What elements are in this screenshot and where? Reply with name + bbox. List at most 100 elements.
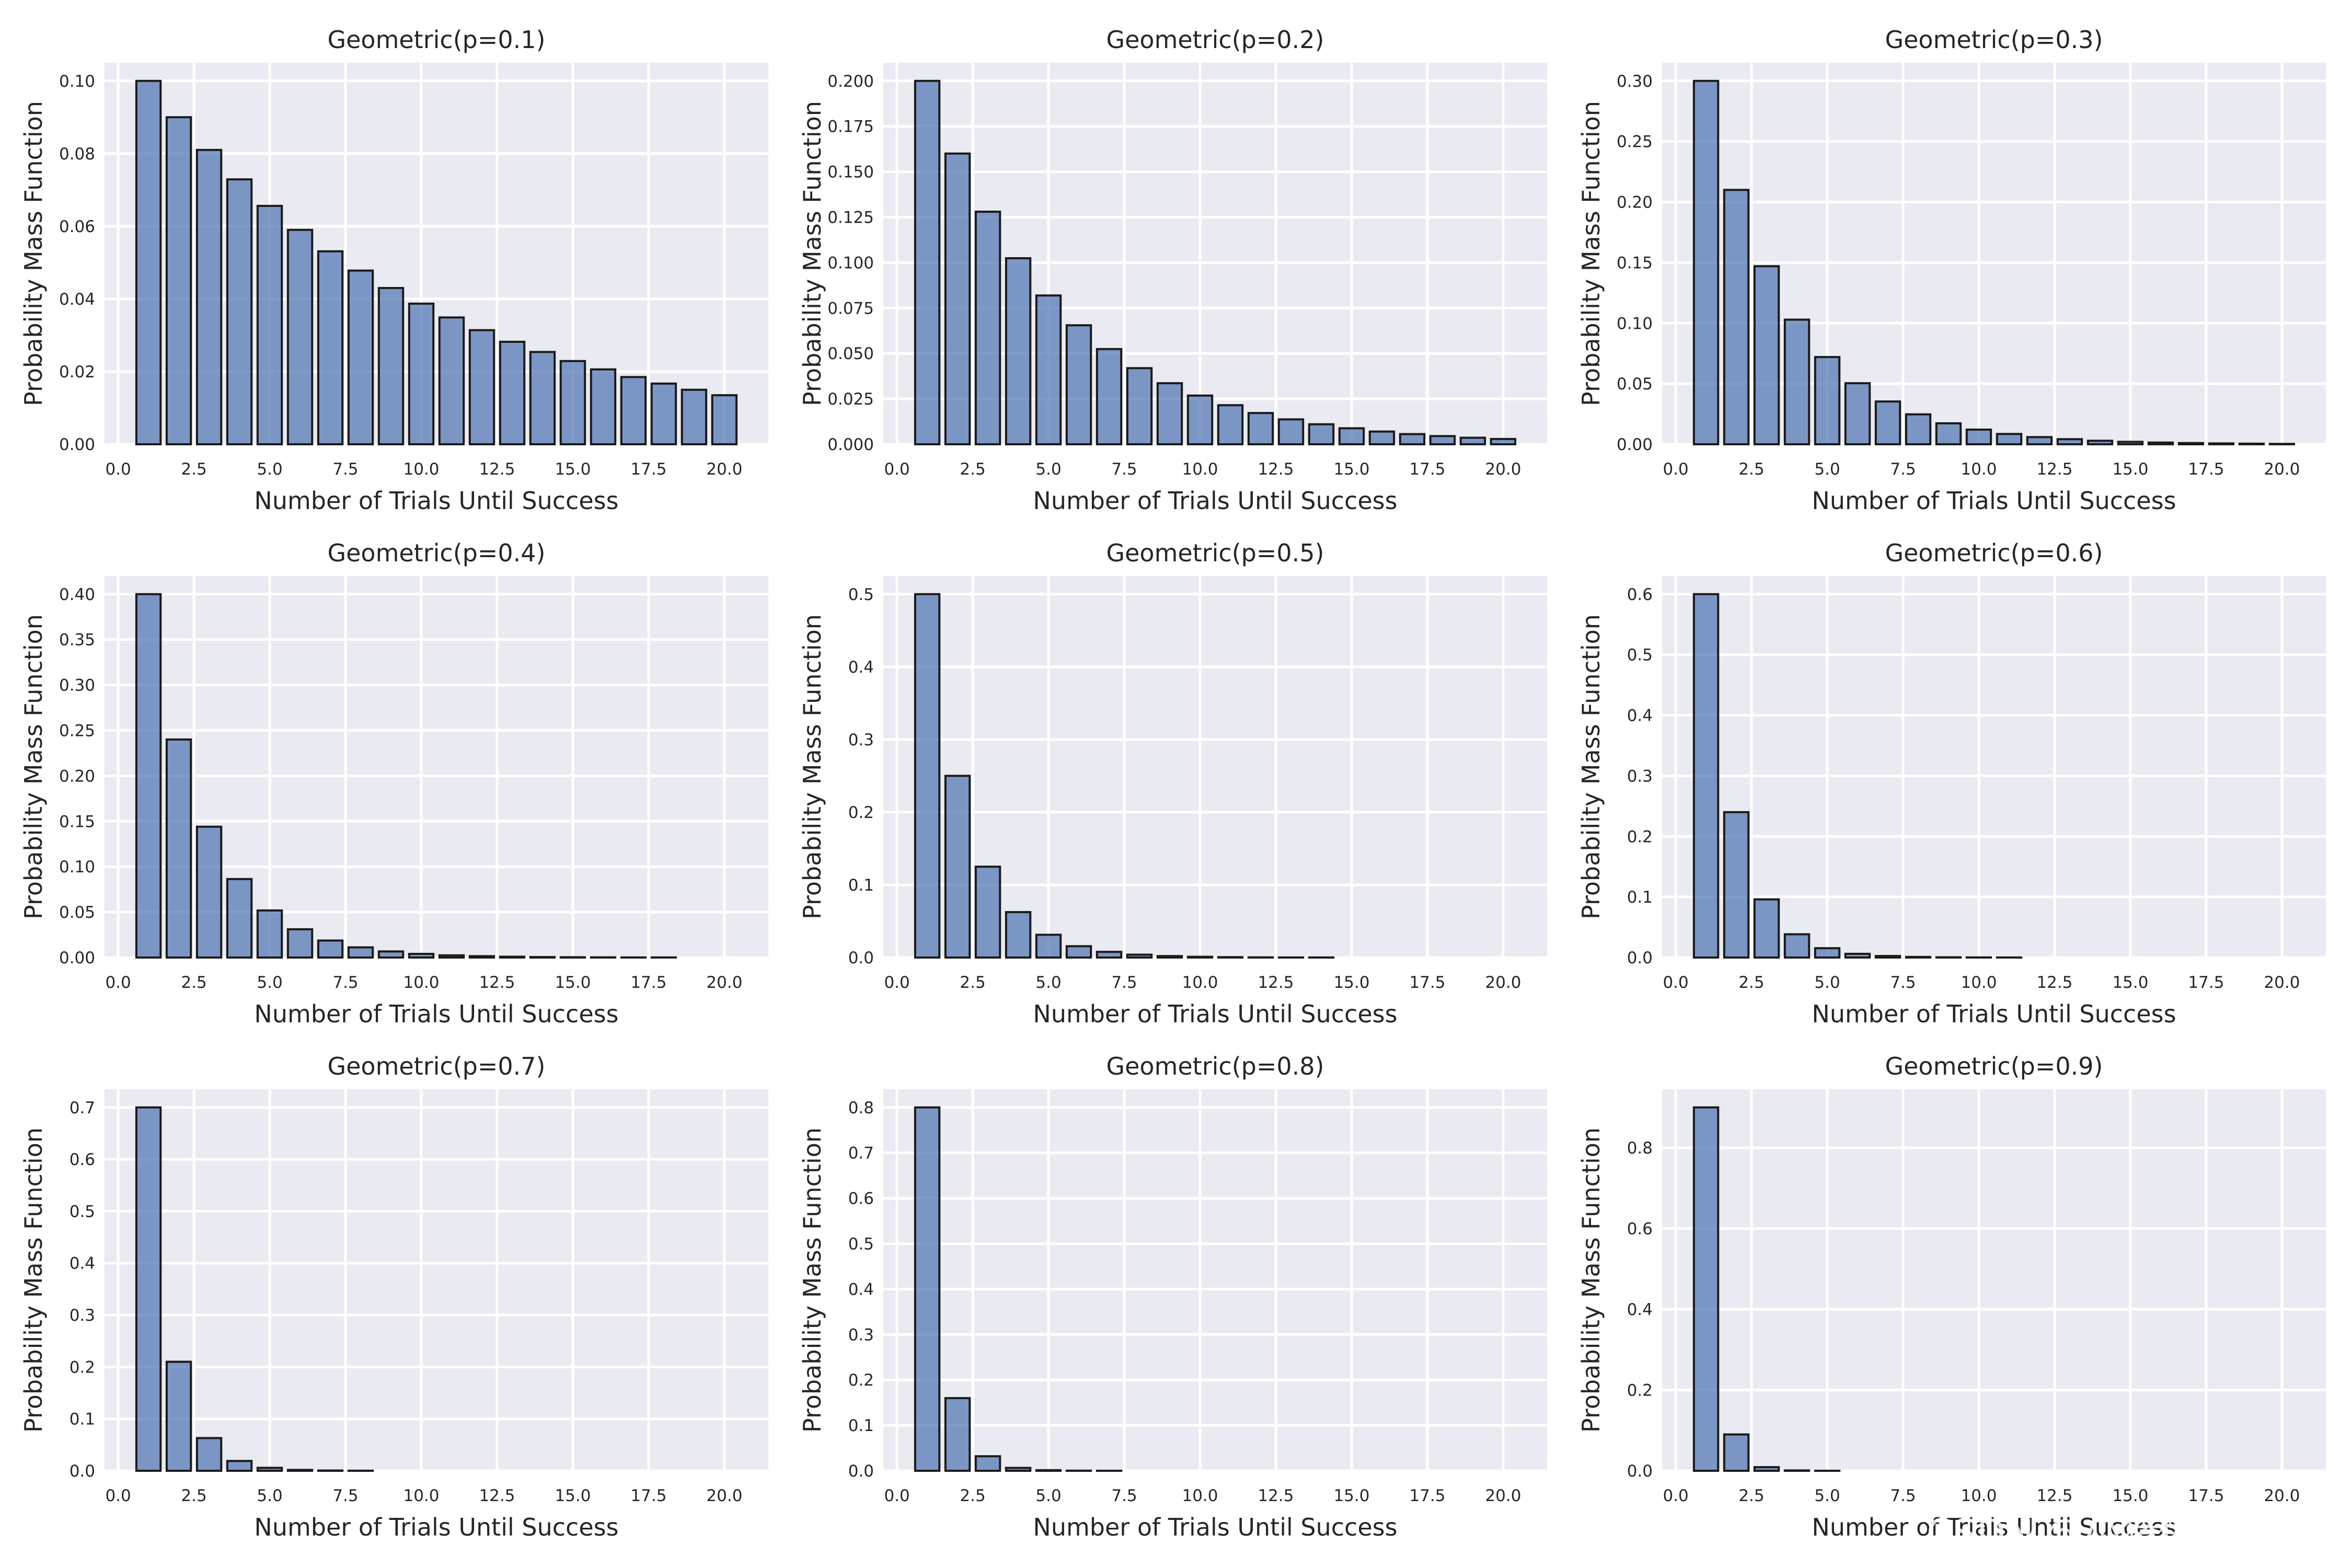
bar [1965, 428, 1992, 446]
bar [1035, 1469, 1062, 1472]
x-tick-label: 7.5 [332, 1486, 358, 1505]
x-axis-label: Number of Trials Until Success [1812, 1000, 2176, 1028]
y-axis-label: Probability Mass Function [798, 614, 826, 919]
bar [1844, 952, 1871, 959]
bar [2117, 441, 2144, 445]
x-tick-label: 0.0 [105, 460, 131, 479]
x-tick-label: 15.0 [2112, 1486, 2148, 1505]
x-tick-label: 20.0 [2264, 460, 2300, 479]
bar [1186, 394, 1214, 445]
bar [1429, 435, 1456, 445]
y-tick-label: 0.0 [1627, 949, 1653, 967]
bar [1996, 433, 2023, 445]
x-tick-label: 20.0 [2264, 1486, 2300, 1505]
x-tick-label: 0.0 [105, 973, 131, 992]
bar [1783, 1469, 1811, 1472]
x-tick-label: 5.0 [1814, 973, 1840, 992]
bar [1814, 356, 1841, 446]
bar [529, 351, 556, 446]
x-tick-label: 10.0 [1182, 460, 1218, 479]
bar [1156, 955, 1183, 959]
x-axis-label: Number of Trials Until Success [1033, 1513, 1397, 1541]
y-tick-label: 0.150 [827, 163, 874, 182]
x-tick-label: 20.0 [706, 1486, 742, 1505]
x-tick-label: 17.5 [630, 460, 666, 479]
y-tick-label: 0.00 [59, 949, 95, 967]
bar [195, 1437, 223, 1472]
y-tick-label: 0.1 [848, 1416, 874, 1435]
y-tick-label: 0.15 [1617, 253, 1653, 272]
y-tick-label: 0.175 [827, 118, 874, 136]
plot-area [1662, 576, 2326, 958]
x-tick-label: 5.0 [257, 460, 282, 479]
y-tick-label: 0.100 [827, 253, 874, 272]
bar [1459, 436, 1486, 446]
y-tick-label: 0.8 [848, 1099, 874, 1117]
y-tick-label: 0.7 [70, 1099, 95, 1117]
x-tick-label: 17.5 [2188, 460, 2224, 479]
y-tick-label: 0.0 [70, 1462, 95, 1481]
y-tick-label: 0.000 [827, 435, 874, 454]
x-tick-label: 12.5 [2036, 460, 2072, 479]
y-tick-label: 0.1 [1627, 888, 1653, 907]
x-tick-label: 2.5 [181, 973, 206, 992]
x-tick-label: 0.0 [1663, 460, 1688, 479]
bar [1874, 400, 1901, 446]
x-tick-label: 17.5 [630, 1486, 666, 1505]
plot-area [105, 1089, 768, 1471]
x-tick-label: 20.0 [1485, 1486, 1521, 1505]
x-tick-label: 12.5 [2036, 1486, 2072, 1505]
subplot-title: Geometric(p=0.7) [327, 1052, 545, 1080]
bar [2026, 436, 2053, 445]
x-tick-label: 12.5 [1258, 460, 1294, 479]
bar [468, 955, 495, 959]
x-tick-label: 10.0 [1961, 460, 1997, 479]
y-tick-label: 0.05 [1617, 375, 1653, 394]
bar [1126, 367, 1153, 445]
x-tick-label: 17.5 [1409, 460, 1445, 479]
bar [1783, 318, 1811, 445]
bar [2177, 442, 2205, 446]
y-axis-label: Probability Mass Function [798, 1127, 826, 1433]
bar [377, 287, 405, 445]
bar [286, 928, 314, 959]
bar [1217, 404, 1244, 445]
subplot-title: Geometric(p=0.5) [1106, 539, 1324, 567]
bar [377, 950, 405, 959]
y-tick-label: 0.2 [70, 1358, 95, 1377]
bar [711, 394, 738, 446]
x-tick-label: 2.5 [960, 1486, 985, 1505]
bar [499, 955, 526, 959]
x-tick-label: 0.0 [884, 460, 909, 479]
bar [1935, 422, 1962, 446]
bar [317, 250, 344, 445]
x-tick-label: 12.5 [479, 973, 515, 992]
x-tick-label: 2.5 [960, 460, 985, 479]
y-tick-label: 0.06 [59, 217, 95, 236]
y-tick-label: 0.05 [59, 903, 95, 922]
y-tick-label: 0.4 [848, 1280, 874, 1299]
bar [1723, 1433, 1750, 1472]
y-tick-label: 0.5 [848, 1235, 874, 1253]
y-tick-label: 0.20 [59, 767, 95, 786]
bar [1905, 413, 1932, 445]
y-tick-label: 0.30 [1617, 72, 1653, 91]
bar [1723, 189, 1750, 445]
bar [974, 866, 1001, 959]
bar [468, 329, 495, 446]
bar [1096, 348, 1123, 445]
bar [681, 388, 708, 446]
x-tick-label: 10.0 [1961, 973, 1997, 992]
bar [135, 593, 162, 959]
bar [1035, 933, 1062, 959]
x-tick-label: 20.0 [2264, 973, 2300, 992]
x-tick-label: 12.5 [2036, 973, 2072, 992]
subplot-6: 0.0 0.1 0.2 0.3 0.4 0.5 0.6 0.0 2.5 5.0 7.5 10.0 12.… [1577, 539, 2326, 1028]
y-axis-label: Probability Mass Function [798, 101, 826, 406]
bar [914, 1106, 941, 1472]
x-axis-label: Number of Trials Until Success [1033, 1000, 1397, 1028]
bar [1005, 257, 1032, 445]
bar [620, 376, 647, 446]
subplot-title: Geometric(p=0.6) [1885, 539, 2103, 567]
y-tick-label: 0.2 [848, 1371, 874, 1390]
